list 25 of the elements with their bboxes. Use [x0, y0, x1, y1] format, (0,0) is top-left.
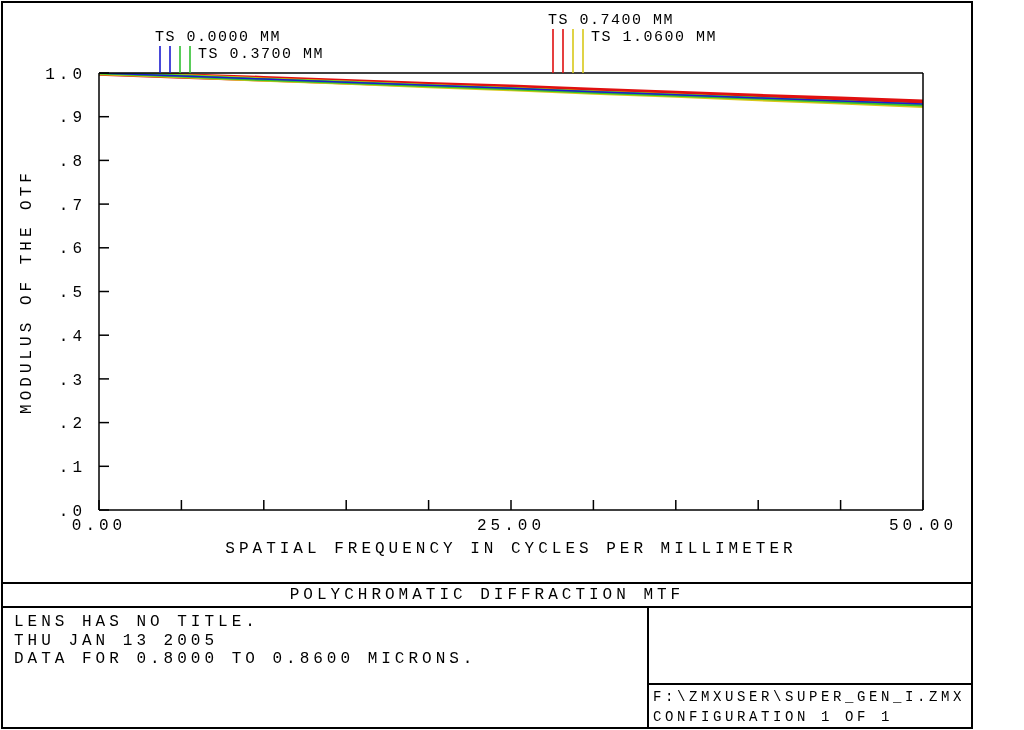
- x-tick-label: 50.00: [888, 517, 958, 536]
- y-tick-label: .3: [58, 371, 86, 390]
- text: CONFIGURATION 1 OF 1: [653, 708, 895, 727]
- y-tick-label: 1.0: [45, 65, 86, 84]
- legend-label: TS 0.3700 MM: [198, 46, 325, 63]
- y-tick-label: .2: [58, 415, 86, 434]
- y-tick-label: .8: [58, 153, 86, 172]
- y-tick-label: .6: [58, 240, 86, 259]
- y-tick-label: .1: [58, 458, 86, 477]
- x-axis-title: SPATIAL FREQUENCY IN CYCLES PER MILLIMETER: [225, 540, 797, 558]
- y-tick-label: .7: [58, 196, 86, 215]
- y-tick-label: .4: [58, 327, 86, 346]
- text: LENS HAS NO TITLE.: [14, 613, 260, 632]
- text: TS 1.0600 MM: [591, 29, 718, 46]
- text: THU JAN 13 2005: [14, 631, 220, 650]
- y-tick-label: .5: [58, 284, 86, 303]
- text: F:\ZMXUSER\SUPER_GEN_I.ZMX: [653, 688, 966, 707]
- y-tick-label: .9: [58, 109, 86, 128]
- text: TS 0.7400 MM: [548, 12, 675, 29]
- x-tick-label: 0.00: [71, 517, 127, 536]
- y-axis-title: MODULUS OF THE OTF: [17, 169, 36, 414]
- text: POLYCHROMATIC DIFFRACTION MTF: [289, 585, 685, 605]
- x-tick-label: 25.00: [476, 517, 546, 536]
- series-label: TS 0.0000 MM: [155, 29, 282, 46]
- text: DATA FOR 0.8000 TO 0.8600 MICRONS.: [14, 650, 477, 669]
